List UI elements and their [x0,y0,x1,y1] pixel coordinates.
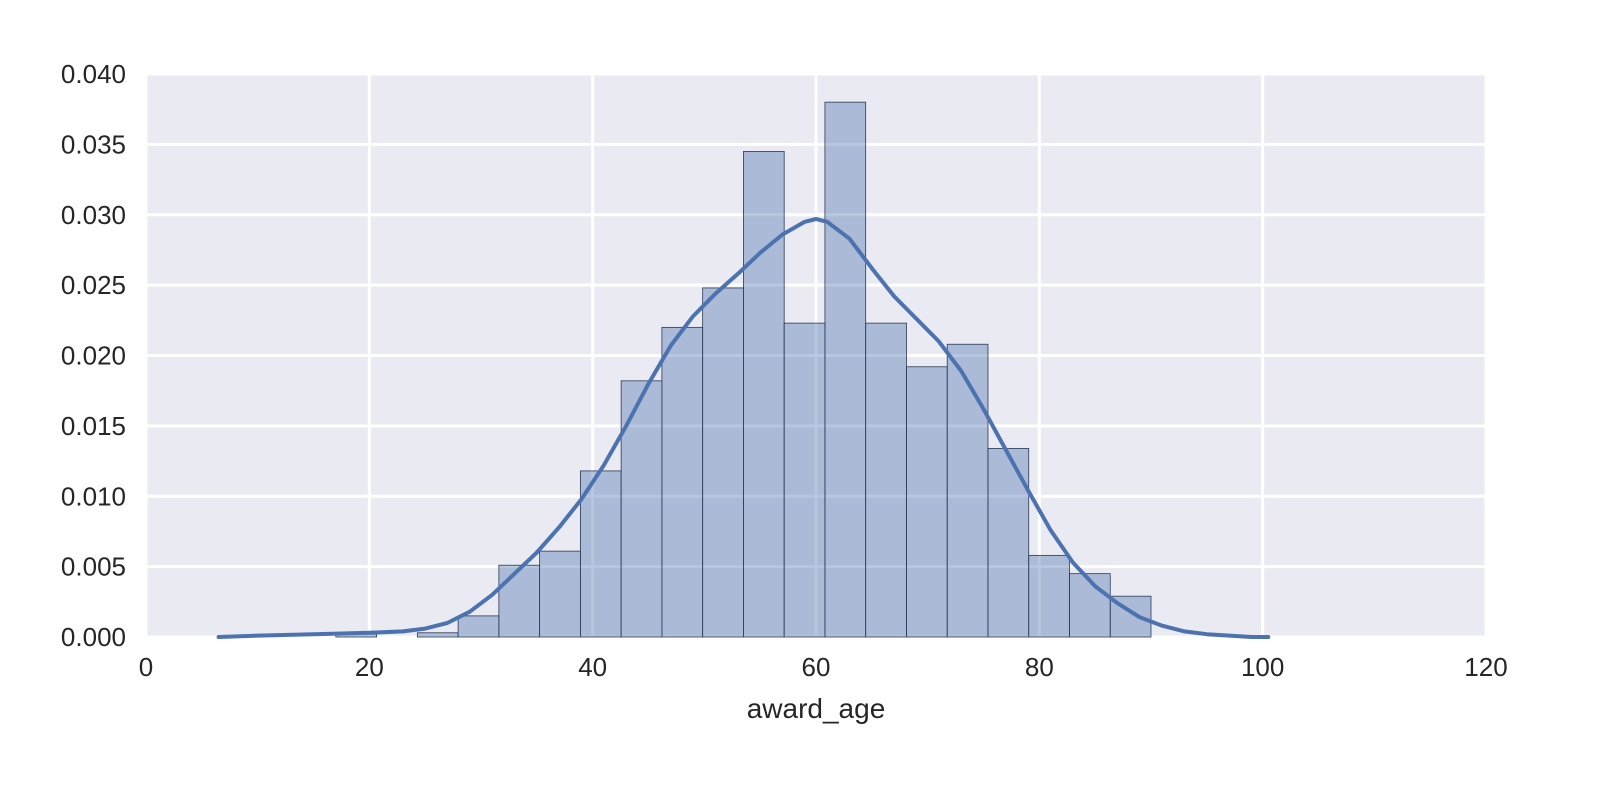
x-axis-label: award_age [747,693,886,724]
histogram-bar [865,322,907,638]
histogram-bar [702,287,744,638]
y-tick-labels: 0.000 0.005 0.010 0.015 0.020 0.025 0.030 0.035… [61,59,126,652]
histogram-bar [906,366,948,638]
x-tick-label: 0 [139,652,153,682]
histogram-bar [457,615,500,638]
histogram-bar [783,322,826,638]
histogram-bars [335,101,1152,638]
x-tick-label: 100 [1241,652,1284,682]
y-tick-label: 0.000 [61,622,126,652]
kde-curve-layer [216,217,1271,639]
histogram-bar [661,326,704,638]
x-tick-label: 120 [1464,652,1507,682]
histogram-bar [1069,573,1111,638]
x-tick-label: 40 [578,652,607,682]
kde-line [216,217,1271,639]
x-tick-labels: 0 20 40 60 80 100 120 [139,652,1508,682]
histogram-bar [416,632,459,638]
y-tick-label: 0.015 [61,411,126,441]
y-tick-label: 0.030 [61,200,126,230]
histogram-bar [620,380,663,638]
x-tick-label: 80 [1025,652,1054,682]
histogram-bar [539,550,581,638]
histogram-bar [1028,554,1070,638]
histogram-bar [498,564,541,638]
y-tick-label: 0.035 [61,129,126,159]
y-tick-label: 0.040 [61,59,126,89]
y-tick-label: 0.025 [61,270,126,300]
y-tick-label: 0.010 [61,481,126,511]
x-tick-label: 60 [802,652,831,682]
x-tick-label: 20 [355,652,384,682]
y-tick-label: 0.005 [61,552,126,582]
grid-lines [144,72,1488,639]
histogram-bar [743,151,785,638]
histogram-bar [579,470,622,638]
histogram-bar [946,343,989,638]
y-tick-label: 0.020 [61,341,126,371]
histogram-bar [824,101,867,638]
